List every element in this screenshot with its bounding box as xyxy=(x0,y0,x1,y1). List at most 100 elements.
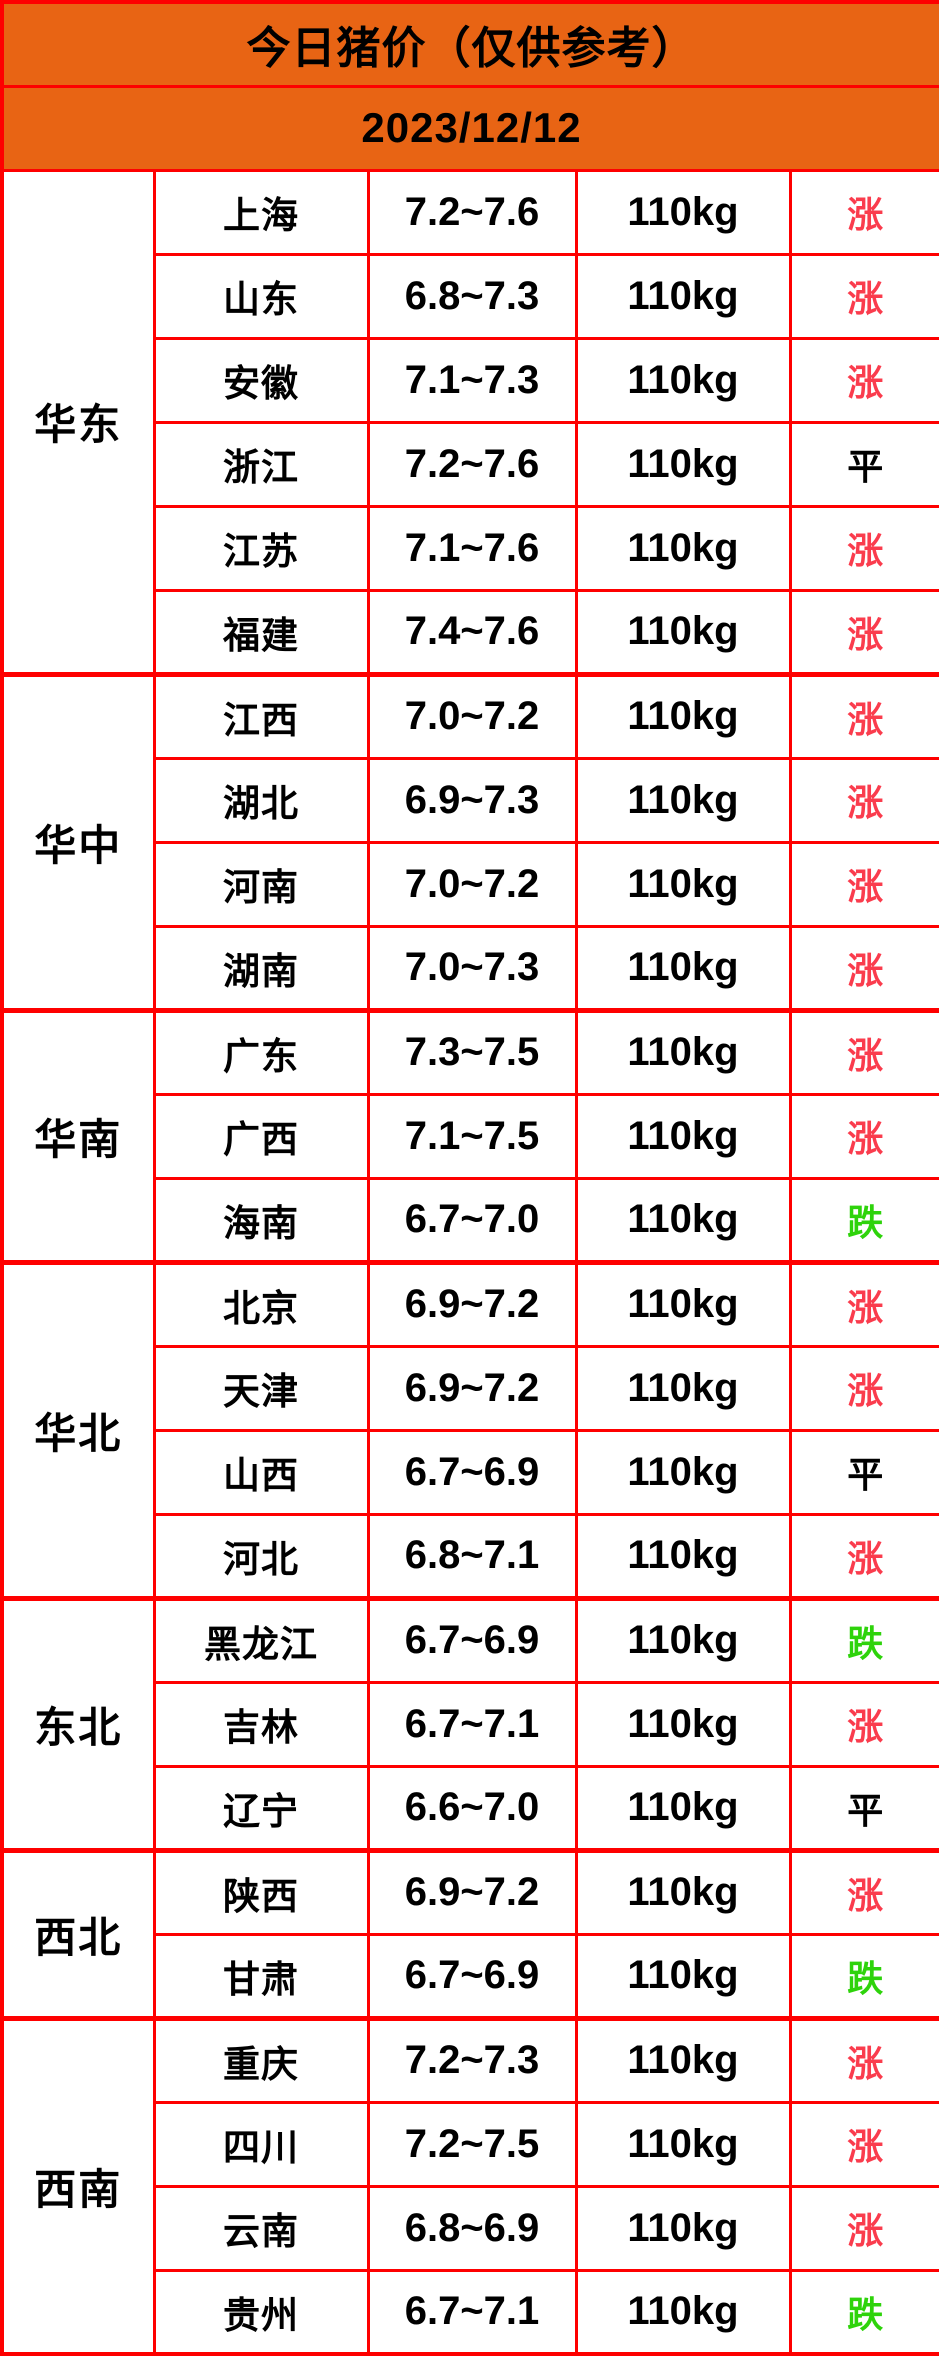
price-cell: 6.7~7.1 xyxy=(366,1680,578,1768)
province-cell: 云南 xyxy=(152,2184,370,2272)
price-cell: 6.9~7.2 xyxy=(366,1259,578,1348)
trend-cell: 涨 xyxy=(788,2184,939,2272)
price-cell: 6.8~7.3 xyxy=(366,252,578,340)
weight-cell: 110kg xyxy=(574,1595,792,1684)
trend-cell: 涨 xyxy=(788,1092,939,1180)
price-cell: 7.2~7.5 xyxy=(366,2100,578,2188)
header-title-row: 今日猪价（仅供参考） xyxy=(0,0,939,88)
price-cell: 6.9~7.3 xyxy=(366,756,578,844)
region-cell: 西北 xyxy=(0,1847,156,2020)
weight-cell: 110kg xyxy=(574,252,792,340)
trend-cell: 涨 xyxy=(788,252,939,340)
table-row: 华东 上海 7.2~7.6 110kg 涨 xyxy=(0,168,939,676)
trend-cell: 涨 xyxy=(788,2100,939,2188)
table-row: 海南 6.7~7.0 110kg 跌 xyxy=(2,1176,939,1264)
table-row: 华南 广东 7.3~7.5 110kg 涨 xyxy=(0,1007,939,1264)
price-cell: 6.7~7.0 xyxy=(366,1176,578,1264)
table-row: 山西 6.7~6.9 110kg 平 xyxy=(2,1428,939,1516)
region-cell: 华北 xyxy=(0,1259,156,1600)
table-row: 湖南 7.0~7.3 110kg 涨 xyxy=(2,924,939,1012)
price-cell: 6.6~7.0 xyxy=(366,1764,578,1852)
trend-cell: 涨 xyxy=(788,1259,939,1348)
price-cell: 6.7~6.9 xyxy=(366,1932,578,2020)
weight-cell: 110kg xyxy=(574,1764,792,1852)
trend-cell: 涨 xyxy=(788,671,939,760)
province-cell: 河北 xyxy=(152,1512,370,1600)
price-cell: 6.7~6.9 xyxy=(366,1428,578,1516)
trend-cell: 平 xyxy=(788,420,939,508)
table-row: 云南 6.8~6.9 110kg 涨 xyxy=(2,2184,939,2272)
province-cell: 湖南 xyxy=(152,924,370,1012)
trend-cell: 涨 xyxy=(788,336,939,424)
trend-cell: 涨 xyxy=(788,588,939,676)
trend-cell: 涨 xyxy=(788,168,939,256)
province-cell: 吉林 xyxy=(152,1680,370,1768)
trend-cell: 跌 xyxy=(788,2268,939,2356)
province-cell: 河南 xyxy=(152,840,370,928)
province-cell: 广西 xyxy=(152,1092,370,1180)
price-cell: 6.8~7.1 xyxy=(366,1512,578,1600)
table-row: 河南 7.0~7.2 110kg 涨 xyxy=(2,840,939,928)
trend-cell: 涨 xyxy=(788,840,939,928)
weight-cell: 110kg xyxy=(574,840,792,928)
weight-cell: 110kg xyxy=(574,1680,792,1768)
trend-cell: 涨 xyxy=(788,1847,939,1936)
price-cell: 6.8~6.9 xyxy=(366,2184,578,2272)
weight-cell: 110kg xyxy=(574,1007,792,1096)
province-cell: 四川 xyxy=(152,2100,370,2188)
province-cell: 湖北 xyxy=(152,756,370,844)
price-cell: 7.4~7.6 xyxy=(366,588,578,676)
price-cell: 7.3~7.5 xyxy=(366,1007,578,1096)
region-cell: 华南 xyxy=(0,1007,156,1264)
price-cell: 7.1~7.5 xyxy=(366,1092,578,1180)
table-row: 四川 7.2~7.5 110kg 涨 xyxy=(2,2100,939,2188)
weight-cell: 110kg xyxy=(574,756,792,844)
table-row: 福建 7.4~7.6 110kg 涨 xyxy=(2,588,939,676)
trend-cell: 涨 xyxy=(788,1680,939,1768)
table-row: 广西 7.1~7.5 110kg 涨 xyxy=(2,1092,939,1180)
weight-cell: 110kg xyxy=(574,1176,792,1264)
province-cell: 海南 xyxy=(152,1176,370,1264)
region-cell: 华中 xyxy=(0,671,156,1012)
province-cell: 福建 xyxy=(152,588,370,676)
trend-cell: 平 xyxy=(788,1428,939,1516)
price-cell: 7.0~7.2 xyxy=(366,671,578,760)
province-cell: 山东 xyxy=(152,252,370,340)
weight-cell: 110kg xyxy=(574,2268,792,2356)
province-cell: 贵州 xyxy=(152,2268,370,2356)
trend-cell: 涨 xyxy=(788,756,939,844)
table-row: 西南 重庆 7.2~7.3 110kg 涨 xyxy=(0,2015,939,2356)
table-row: 华北 北京 6.9~7.2 110kg 涨 xyxy=(0,1259,939,1600)
region-cell: 西南 xyxy=(0,2015,156,2356)
table-row: 安徽 7.1~7.3 110kg 涨 xyxy=(2,336,939,424)
price-cell: 7.2~7.6 xyxy=(366,420,578,508)
weight-cell: 110kg xyxy=(574,1092,792,1180)
weight-cell: 110kg xyxy=(574,1512,792,1600)
province-cell: 陕西 xyxy=(152,1847,370,1936)
province-cell: 江苏 xyxy=(152,504,370,592)
weight-cell: 110kg xyxy=(574,1932,792,2020)
table-date: 2023/12/12 xyxy=(0,84,939,172)
weight-cell: 110kg xyxy=(574,1259,792,1348)
weight-cell: 110kg xyxy=(574,924,792,1012)
price-cell: 7.0~7.3 xyxy=(366,924,578,1012)
province-cell: 山西 xyxy=(152,1428,370,1516)
table-row: 山东 6.8~7.3 110kg 涨 xyxy=(2,252,939,340)
region-cell: 东北 xyxy=(0,1595,156,1852)
province-cell: 上海 xyxy=(152,168,370,256)
price-cell: 6.7~7.1 xyxy=(366,2268,578,2356)
weight-cell: 110kg xyxy=(574,420,792,508)
table-row: 江苏 7.1~7.6 110kg 涨 xyxy=(2,504,939,592)
trend-cell: 涨 xyxy=(788,1007,939,1096)
province-cell: 辽宁 xyxy=(152,1764,370,1852)
table-row: 天津 6.9~7.2 110kg 涨 xyxy=(2,1344,939,1432)
price-cell: 7.0~7.2 xyxy=(366,840,578,928)
table-row: 浙江 7.2~7.6 110kg 平 xyxy=(2,420,939,508)
province-cell: 重庆 xyxy=(152,2015,370,2104)
weight-cell: 110kg xyxy=(574,2015,792,2104)
weight-cell: 110kg xyxy=(574,1344,792,1432)
trend-cell: 跌 xyxy=(788,1176,939,1264)
table-row: 辽宁 6.6~7.0 110kg 平 xyxy=(2,1764,939,1852)
province-cell: 甘肃 xyxy=(152,1932,370,2020)
